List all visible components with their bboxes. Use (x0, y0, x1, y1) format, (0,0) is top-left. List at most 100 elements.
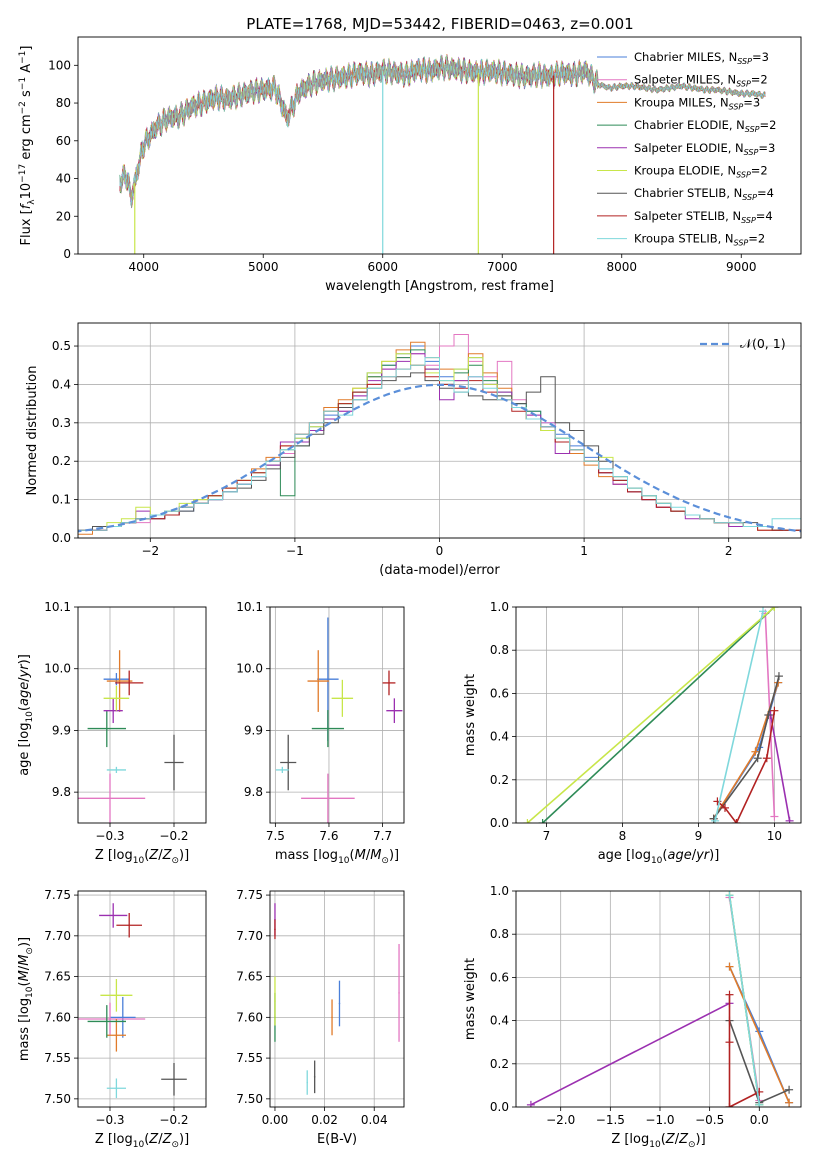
age_vs_z-points (78, 650, 184, 823)
legend-sub: SSP (741, 216, 756, 225)
y-tick-label: 1.0 (490, 600, 509, 614)
ylabel-part: s (19, 90, 34, 101)
mass_vs_z-frame (77, 890, 207, 1108)
residuals-legend: 𝒩(0, 1) (700, 336, 786, 351)
weight-line-salpeter-stelib (716, 710, 776, 823)
mass-axis-label: mass [log10(M/M⊙)] (17, 937, 35, 1061)
y-tick-label: 0.4 (490, 730, 509, 744)
label-part: ( (17, 981, 32, 986)
y-tick-label: 0.2 (490, 1057, 509, 1071)
legend-count: =2 (751, 73, 768, 87)
age-axis-label: age [log10(age/yr)] (598, 848, 720, 866)
x-tick-label: 0.0 (750, 1113, 769, 1127)
y-tick-label: 7.65 (44, 970, 71, 984)
spectrum-frame (77, 36, 802, 255)
data-point (115, 1034, 118, 1037)
x-tick-label: 10 (767, 829, 782, 843)
y-tick-label: 0.0 (490, 816, 509, 830)
mass_vs_z-axes: −0.3 −0.2 7.50 7.55 7.60 7.65 7.70 7.75 (44, 888, 206, 1127)
legend-entry: Salpeter MILES, NSSP=2 (634, 73, 768, 89)
y-tick-label: 10.0 (44, 662, 71, 676)
y-tick-label: 0 (63, 247, 71, 261)
label-part: 10 (133, 1140, 145, 1150)
x-tick-label: 9000 (726, 260, 757, 274)
data-point (341, 697, 344, 700)
data-point (115, 678, 118, 681)
label-part: Z [log (95, 848, 133, 863)
y-tick-label: 0.2 (52, 454, 71, 468)
y-tick-label: 10.1 (236, 600, 263, 614)
y-tick-label: 0.8 (490, 927, 509, 941)
label-part: Z (148, 848, 159, 863)
legend-sub: SSP (744, 148, 759, 157)
x-tick-label: 7.5 (266, 829, 285, 843)
figure-title: PLATE=1768, MJD=53442, FIBERID=0463, z=0… (246, 15, 633, 33)
x-tick-label: 0.02 (311, 1113, 338, 1127)
label-part: ( (144, 1132, 149, 1147)
label-part: )] (709, 848, 719, 863)
y-tick-label: 0.1 (52, 493, 71, 507)
data-point (173, 761, 175, 764)
label-part: / (17, 965, 32, 970)
legend-count: =4 (756, 209, 773, 223)
legend-entry: Salpeter STELIB, NSSP=4 (634, 209, 773, 225)
label-part: )] (696, 1132, 706, 1147)
x-tick-label: −2.0 (546, 1113, 575, 1127)
y-tick-label: 100 (48, 58, 71, 72)
legend-entry: Chabrier ELODIE, NSSP=2 (634, 118, 776, 134)
label-part: )] (179, 848, 189, 863)
label-part: / (675, 1132, 680, 1147)
label-part: Z (665, 1132, 676, 1147)
label-part: / (366, 848, 371, 863)
x-tick-label: −0.2 (159, 1113, 188, 1127)
z-axis-label: Z [log10(Z/Z⊙)] (611, 1132, 705, 1150)
x-tick-label: 2 (725, 544, 733, 558)
label-part: M (17, 970, 32, 981)
label-part: mass [log (275, 848, 338, 863)
label-part: age [log (598, 848, 651, 863)
label-part: / (158, 848, 163, 863)
ylabel-part: f (19, 202, 34, 209)
label-part: / (17, 677, 32, 682)
mass_vs_ebv-axes: 0.00 0.02 0.04 7.50 7.55 7.60 7.65 7.70 7.75 (236, 888, 404, 1127)
data-point (274, 1000, 276, 1002)
label-part: 10 (133, 856, 145, 866)
data-point (118, 680, 121, 682)
x-tick-label: 8 (619, 829, 627, 843)
normal-curve (78, 383, 801, 533)
mass-vs-ebv-xlabel: E(B-V) (317, 1132, 357, 1147)
weight_vs_z-ylabel: mass weight (463, 958, 478, 1040)
x-tick-label: −0.3 (95, 1113, 124, 1127)
x-tick-label: 0.04 (361, 1113, 388, 1127)
data-point (115, 1087, 118, 1090)
legend-entry: Salpeter ELODIE, NSSP=3 (634, 141, 775, 157)
mass-axis-label: mass [log10(M/M⊙)] (275, 848, 399, 866)
legend-count: =2 (748, 232, 765, 246)
weight_vs_z-lines (526, 891, 794, 1107)
label-part: age (17, 682, 32, 706)
ylabel-part: λ (27, 199, 37, 205)
data-point (281, 769, 284, 771)
data-point (106, 727, 108, 730)
label-part: 10 (25, 711, 35, 723)
label-part: Z (678, 1132, 689, 1147)
x-tick-label: 7 (543, 829, 551, 843)
ylabel-part: −2 (18, 101, 28, 114)
data-point (287, 761, 290, 764)
legend-entry: Kroupa MILES, NSSP=3 (634, 95, 760, 111)
histogram-kroupa-stelib (78, 357, 801, 538)
x-tick-label: 7.7 (373, 829, 392, 843)
x-tick-label: −0.3 (95, 829, 124, 843)
data-point (338, 1002, 341, 1005)
data-point (398, 992, 400, 994)
data-point (393, 709, 396, 712)
x-tick-label: 1 (580, 544, 588, 558)
weight-line-kroupa-stelib (714, 611, 764, 821)
y-tick-label: 1.0 (490, 884, 509, 898)
data-point (115, 697, 118, 700)
data-point (128, 682, 130, 684)
legend-count: =3 (752, 50, 769, 64)
y-tick-label: 9.8 (244, 785, 263, 799)
x-tick-label: 8000 (606, 260, 637, 274)
label-part: Z (162, 848, 173, 863)
